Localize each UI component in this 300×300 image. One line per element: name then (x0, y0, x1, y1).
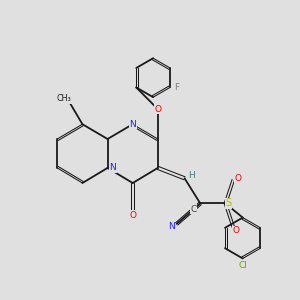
Text: N: N (129, 120, 136, 129)
Text: N: N (110, 164, 116, 172)
Text: H: H (188, 171, 195, 180)
Text: CH₃: CH₃ (57, 94, 72, 103)
Text: O: O (235, 174, 242, 183)
Text: O: O (129, 211, 136, 220)
Text: Cl: Cl (239, 261, 248, 270)
Text: F: F (174, 83, 179, 92)
Text: O: O (154, 105, 161, 114)
Text: C: C (190, 205, 196, 214)
Text: S: S (226, 198, 232, 208)
Text: N: N (168, 222, 174, 231)
Text: O: O (233, 226, 240, 235)
